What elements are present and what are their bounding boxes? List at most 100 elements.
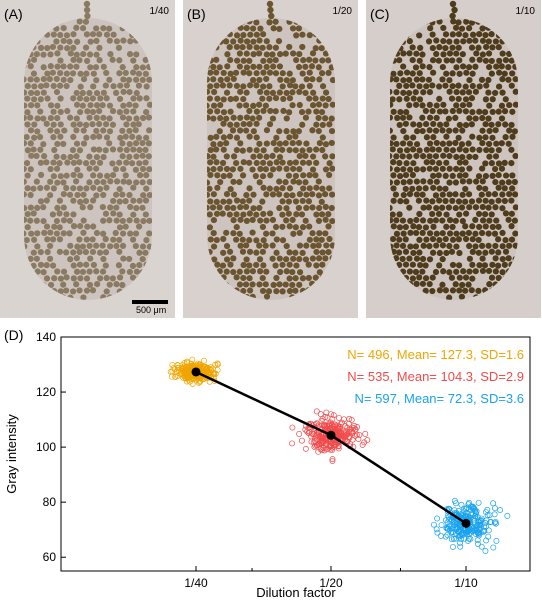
bead (312, 172, 319, 179)
bead (220, 134, 227, 141)
bead (407, 217, 414, 225)
bead (126, 217, 133, 224)
bead (89, 31, 97, 38)
bead (458, 141, 466, 148)
bead (413, 166, 420, 173)
bead (452, 179, 460, 186)
bead (417, 261, 424, 269)
bead (277, 76, 284, 83)
bead (292, 275, 299, 282)
bead (413, 255, 421, 262)
bead (139, 204, 146, 211)
bead (475, 236, 482, 244)
data-point (169, 368, 176, 375)
bead (249, 281, 256, 288)
bead (279, 261, 286, 268)
bead (243, 64, 251, 71)
bead (456, 57, 463, 64)
bead (442, 197, 449, 205)
bead (409, 146, 417, 153)
bead (126, 101, 133, 108)
bead (31, 134, 38, 141)
bead (90, 223, 97, 230)
data-point (430, 521, 437, 528)
bead (436, 108, 444, 115)
bead (220, 96, 227, 103)
micrograph-panel-a: (A) 1/40 (0, 0, 175, 318)
bead (259, 287, 267, 295)
bead (84, 108, 91, 115)
bead (406, 102, 413, 109)
data-point (173, 368, 180, 375)
bead (116, 159, 123, 166)
bead (423, 120, 430, 128)
bead (24, 172, 31, 179)
bead (412, 243, 420, 250)
bead (495, 171, 502, 179)
bead (498, 102, 506, 109)
bead (86, 153, 93, 160)
bead (243, 102, 250, 109)
bead (257, 25, 264, 32)
bead (426, 280, 433, 288)
mean-marker (326, 430, 336, 440)
bead (233, 121, 240, 128)
bead (54, 115, 61, 122)
micrograph-panel-b: (B) 1/20 (183, 0, 358, 318)
bead (132, 242, 139, 250)
bead (226, 211, 233, 218)
bead (403, 160, 410, 167)
bead (49, 211, 57, 218)
bead (89, 236, 96, 243)
bead (263, 75, 270, 83)
bead (97, 275, 104, 282)
bead (129, 133, 136, 140)
bead (116, 211, 123, 218)
bead (135, 223, 143, 230)
bead (407, 229, 414, 236)
bead (82, 197, 90, 205)
bead (130, 184, 137, 191)
bead (210, 141, 217, 148)
bead (119, 64, 126, 71)
data-point (330, 412, 337, 419)
bead (329, 153, 335, 160)
bead (449, 261, 457, 269)
bead (315, 192, 323, 199)
bead (286, 275, 293, 282)
bead (70, 211, 77, 218)
bead (315, 127, 322, 135)
bead (466, 178, 473, 185)
bead (209, 204, 217, 211)
bead (289, 89, 296, 96)
bead (77, 198, 84, 205)
bead (462, 96, 470, 103)
bead (233, 43, 241, 51)
bead (419, 153, 427, 160)
bead (80, 191, 87, 198)
bead (403, 147, 411, 154)
bead (220, 109, 228, 116)
bead (413, 216, 420, 224)
bead (236, 178, 243, 186)
bead (413, 280, 420, 287)
bead (315, 64, 322, 71)
bead (296, 242, 304, 249)
bead (93, 229, 101, 237)
bead (400, 230, 407, 237)
bead (40, 217, 47, 225)
bead (112, 166, 119, 173)
bead (31, 121, 38, 128)
bead (246, 120, 253, 128)
bead (292, 172, 300, 180)
bead (216, 64, 223, 71)
bead (313, 262, 320, 269)
bead (436, 262, 443, 269)
bead (143, 185, 150, 192)
legend-entry: N= 496, Mean= 127.3, SD=1.6 (347, 347, 524, 362)
bead (214, 95, 221, 102)
data-point (302, 426, 309, 433)
bead (129, 262, 137, 269)
bead (140, 192, 147, 199)
bead (289, 192, 296, 199)
